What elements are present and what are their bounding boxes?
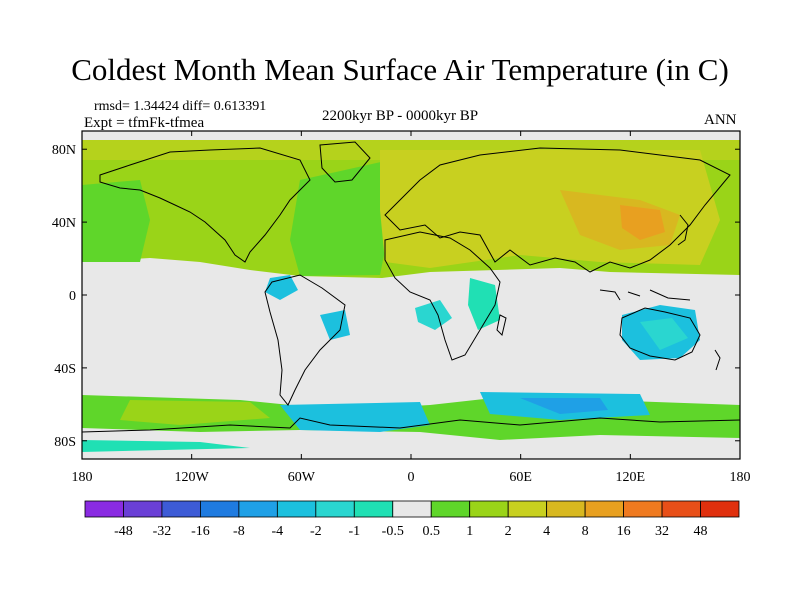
lat-tick-label: 40N <box>52 216 76 231</box>
lon-tick-label: 180 <box>730 470 751 485</box>
colorbar-swatch <box>392 500 432 518</box>
colorbar-swatch <box>84 500 124 518</box>
north-america-coast <box>99 147 311 263</box>
colorbar-label: 1 <box>466 524 473 539</box>
antarctic-coast-patch <box>82 440 250 452</box>
north-atlantic-green <box>290 160 395 276</box>
period-label: 2200kyr BP - 0000kyr BP <box>322 108 479 124</box>
colorbar-swatch <box>700 500 740 518</box>
eurasia-2to4 <box>380 150 720 268</box>
colorbar-swatch <box>507 500 548 518</box>
colorbar-swatch <box>238 500 278 518</box>
greenland-coast <box>319 141 371 183</box>
colorbar-label: -4 <box>272 524 284 539</box>
colorbar-swatch <box>661 500 701 518</box>
colorbar-swatch <box>584 500 624 518</box>
japan-coast <box>677 214 689 246</box>
lon-tick-label: 0 <box>408 470 415 485</box>
australia-coast <box>619 307 701 361</box>
gulf-guinea-patch <box>415 300 452 330</box>
colorbar-swatch <box>546 500 586 518</box>
colorbar-swatch <box>123 500 163 518</box>
page-title: Coldest Month Mean Surface Air Temperatu… <box>71 52 729 87</box>
colorbar-swatch <box>469 500 509 518</box>
longitude-axis: 180 120W 60W 0 60E 120E 180 <box>72 131 751 485</box>
colorbar-label: -32 <box>153 524 172 539</box>
colorbar-label: 4 <box>543 524 550 539</box>
field-shading <box>82 131 740 459</box>
colorbar-label: -16 <box>191 524 210 539</box>
colorbar: -48 -32 -16 -8 -4 -2 -1 -0.5 0.5 1 2 4 8 16 32 48 <box>84 500 740 539</box>
coastlines <box>82 141 740 433</box>
colorbar-swatch <box>315 500 355 518</box>
lon-tick-label: 180 <box>72 470 93 485</box>
colorbar-label: 32 <box>655 524 669 539</box>
colorbar-swatch <box>430 500 471 518</box>
experiment-label: Expt = tfmFk-tfmea <box>84 115 205 131</box>
lat-tick-label: 80N <box>52 143 76 158</box>
lat-tick-label: 80S <box>54 435 76 450</box>
lon-tick-label: 120E <box>616 470 646 485</box>
lat-tick-label: 0 <box>69 289 76 304</box>
lon-tick-label: 60W <box>288 470 316 485</box>
lat-tick-label: 40S <box>54 362 76 377</box>
ne-pacific-green <box>82 180 150 262</box>
eurasia-coast <box>384 147 731 273</box>
south-indian-blue <box>520 398 608 414</box>
colorbar-label: -1 <box>348 524 360 539</box>
colorbar-swatch <box>200 500 240 518</box>
colorbar-label: 0.5 <box>422 524 440 539</box>
east-asia-8to16 <box>620 205 665 240</box>
south-atlantic-cyan <box>280 402 430 432</box>
colorbar-label: 48 <box>694 524 708 539</box>
colorbar-label: 16 <box>617 524 631 539</box>
lon-tick-label: 120W <box>175 470 210 485</box>
season-label: ANN <box>704 112 737 128</box>
colorbar-swatch <box>353 500 394 518</box>
colorbar-label: 8 <box>582 524 589 539</box>
south-america-coast <box>264 274 346 406</box>
colorbar-label: -0.5 <box>382 524 404 539</box>
antarctica-coast <box>82 417 740 433</box>
africa-coast <box>384 231 501 361</box>
colorbar-swatch <box>161 500 201 518</box>
indonesia-coast <box>599 289 691 301</box>
rmsd-diff-label: rmsd= 1.34424 diff= 0.613391 <box>94 99 267 114</box>
southern-pacific-1to2 <box>120 400 270 425</box>
australia-inner-patch <box>640 318 688 350</box>
lon-tick-label: 60E <box>509 470 532 485</box>
colorbar-swatch <box>623 500 663 518</box>
madagascar-coast <box>496 314 507 336</box>
colorbar-swatch <box>276 500 317 518</box>
colorbar-label: -8 <box>233 524 245 539</box>
colorbar-label: -2 <box>310 524 322 539</box>
latitude-axis: 80N 40N 0 40S 80S <box>52 143 740 450</box>
east-africa-patch <box>468 278 500 330</box>
colorbar-label: 2 <box>505 524 512 539</box>
new-zealand-coast <box>714 349 721 371</box>
colorbar-label: -48 <box>114 524 133 539</box>
